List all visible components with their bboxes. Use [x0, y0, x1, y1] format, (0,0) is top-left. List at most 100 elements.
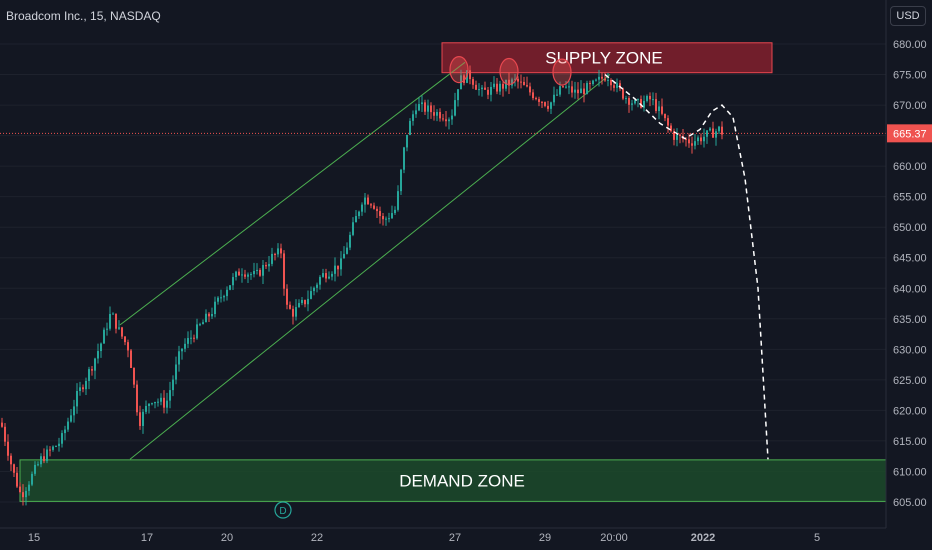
candle-body	[115, 313, 117, 329]
candle	[151, 402, 153, 406]
candle	[583, 83, 585, 103]
candle-body	[634, 100, 636, 104]
candle	[178, 345, 180, 372]
candle	[628, 96, 630, 113]
candle	[271, 247, 273, 267]
candle-body	[109, 313, 111, 329]
candle	[415, 103, 417, 118]
candle	[241, 268, 243, 283]
time-tick-label: 2022	[691, 532, 715, 544]
candle-body	[499, 83, 501, 92]
candle	[16, 467, 18, 488]
candle-body	[550, 102, 552, 109]
candle-body	[229, 285, 231, 290]
candle	[94, 357, 96, 380]
candle-body	[328, 276, 330, 279]
candle	[250, 272, 252, 280]
candle	[475, 80, 477, 90]
candle	[175, 356, 177, 385]
candle-body	[604, 78, 606, 81]
price-tick-label: 620.00	[893, 405, 927, 417]
candle-body	[376, 208, 378, 212]
candle-body	[40, 456, 42, 465]
candle-body	[262, 265, 264, 276]
candle	[307, 290, 309, 312]
candle-body	[547, 105, 549, 109]
candle-body	[190, 337, 192, 339]
candle-body	[517, 78, 519, 82]
candle-body	[481, 87, 483, 90]
candle-body	[337, 265, 339, 270]
candle	[703, 128, 705, 148]
candle	[667, 115, 669, 133]
candle	[340, 251, 342, 276]
candle-body	[142, 411, 144, 426]
candle-body	[244, 274, 246, 277]
candle-body	[91, 369, 93, 371]
candle-body	[577, 89, 579, 94]
candle	[229, 285, 231, 291]
candle-body	[559, 86, 561, 95]
candle-body	[94, 358, 96, 371]
candle	[64, 425, 66, 441]
candle-body	[478, 89, 480, 91]
candle	[700, 133, 702, 145]
candle	[367, 194, 369, 205]
candle-body	[712, 128, 714, 138]
candle-body	[424, 102, 426, 112]
candle	[145, 400, 147, 415]
candle	[562, 85, 564, 89]
candle	[565, 81, 567, 89]
candle-body	[175, 364, 177, 380]
candle-body	[274, 253, 276, 255]
candle-body	[157, 401, 159, 403]
candle-body	[202, 322, 204, 325]
candle	[262, 260, 264, 284]
candle	[463, 73, 465, 86]
price-axis-bg	[886, 0, 932, 550]
candle-body	[715, 131, 717, 138]
candle-body	[592, 80, 594, 85]
candle-body	[667, 118, 669, 126]
candle	[721, 121, 723, 140]
currency-selector[interactable]: USD	[890, 6, 926, 26]
candle	[679, 133, 681, 144]
candle-body	[268, 263, 270, 267]
grid-lines	[0, 43, 886, 503]
candle-body	[400, 169, 402, 192]
candle	[394, 206, 396, 215]
candle-body	[346, 247, 348, 254]
candle	[223, 294, 225, 302]
candle-body	[685, 138, 687, 140]
candle-body	[253, 270, 255, 275]
candle	[193, 334, 195, 343]
price-tick-label: 675.00	[893, 70, 927, 82]
candle-body	[598, 76, 600, 80]
candle-body	[571, 86, 573, 93]
candle-body	[385, 218, 387, 220]
price-tick-label: 615.00	[893, 436, 927, 448]
candle-body	[121, 327, 123, 337]
candle-body	[193, 337, 195, 339]
candle-body	[568, 86, 570, 88]
candle-body	[523, 81, 525, 86]
candle-body	[373, 205, 375, 209]
candle-body	[259, 269, 261, 276]
candle	[253, 262, 255, 278]
candle-body	[721, 126, 723, 135]
candle-body	[358, 211, 360, 217]
candle-body	[583, 88, 585, 95]
candle-body	[322, 273, 324, 277]
candle-body	[388, 218, 390, 220]
candle-body	[316, 284, 318, 288]
candle	[115, 313, 117, 334]
candle	[40, 453, 42, 468]
candle	[517, 76, 519, 89]
candle	[31, 471, 33, 487]
candle	[430, 102, 432, 119]
candle-body	[304, 299, 306, 305]
candle-body	[82, 387, 84, 390]
candle-body	[640, 99, 642, 108]
candle	[331, 271, 333, 281]
